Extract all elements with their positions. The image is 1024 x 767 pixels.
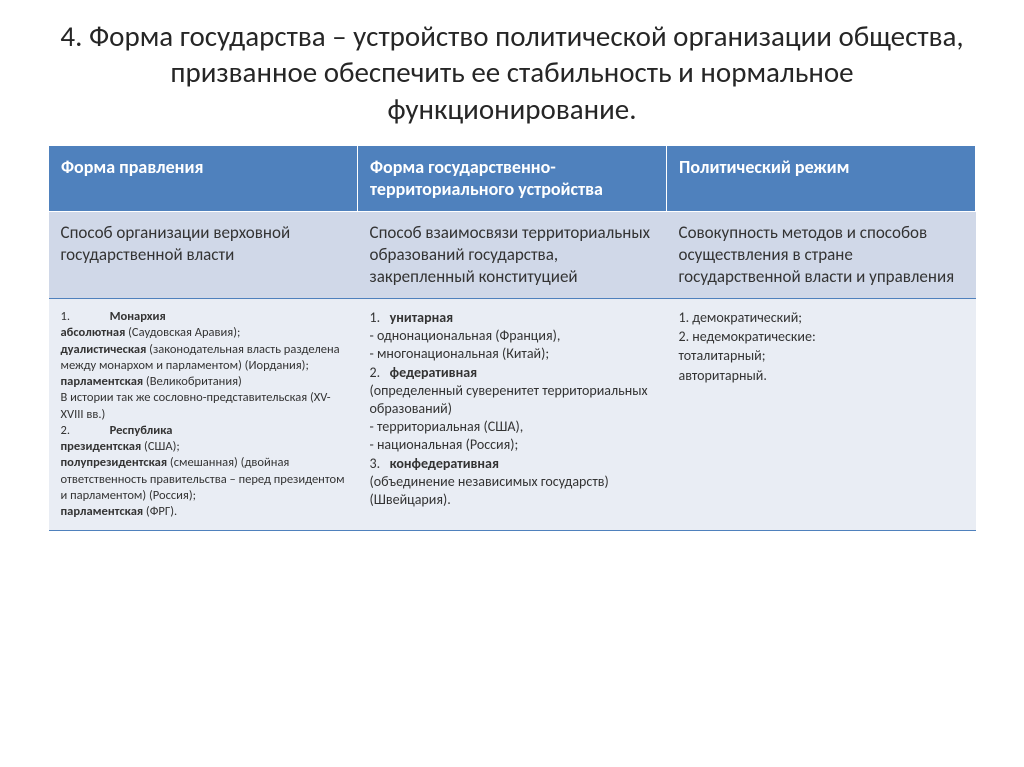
table-header-row: Форма правления Форма государственно-тер… <box>49 145 976 211</box>
forms-of-state-table: Форма правления Форма государственно-тер… <box>48 145 976 532</box>
examples-territorial-structure: 1. унитарная - однонациональная (Франция… <box>358 299 667 531</box>
header-political-regime: Политический режим <box>667 145 976 211</box>
table-definition-row: Способ организации верховной государстве… <box>49 211 976 298</box>
examples-political-regime: 1. демократический; 2. недемократические… <box>667 299 976 531</box>
examples-government-form: 1. Монархия абсолютная (Саудовская Арави… <box>49 299 358 531</box>
table-examples-row: 1. Монархия абсолютная (Саудовская Арави… <box>49 299 976 531</box>
header-territorial-structure: Форма государственно-территориального ус… <box>358 145 667 211</box>
def-government-form: Способ организации верховной государстве… <box>49 211 358 298</box>
def-territorial-structure: Способ взаимосвязи территориальных образ… <box>358 211 667 298</box>
def-political-regime: Совокупность методов и способов осуществ… <box>667 211 976 298</box>
page-title: 4. Форма государства – устройство полити… <box>48 18 976 127</box>
header-government-form: Форма правления <box>49 145 358 211</box>
